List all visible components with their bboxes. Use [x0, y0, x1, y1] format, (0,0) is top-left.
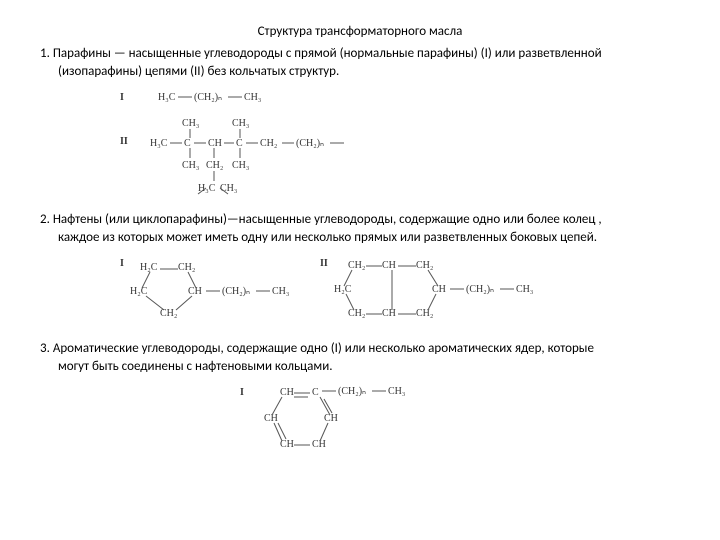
aromatic-svg: I CH C CH CH CH CH (CH₂)ₙ CH₃	[240, 381, 460, 461]
item-2: 2. Нафтены (или циклопарафины)—насыщенны…	[40, 211, 680, 246]
n-label-II: II	[320, 258, 328, 269]
b-ch2n: (CH₂)ₙ	[296, 138, 324, 149]
b-ch3-bb: CH₃	[220, 183, 237, 194]
b-ch2: CH₂	[260, 138, 277, 149]
a-ch-br: CH	[312, 439, 326, 450]
item-3-num: 3.	[40, 341, 50, 356]
lin-left: H₃C	[158, 92, 176, 103]
n2-e: CH	[382, 308, 396, 319]
a-c-tr: C	[312, 387, 319, 398]
n1-ch-r: CH	[188, 286, 202, 297]
n1-ch2-t: CH₂	[178, 262, 195, 273]
item-3-indent: могут быть соединены с нафтеновыми кольц…	[40, 358, 680, 376]
label-II: II	[120, 136, 128, 147]
lin-mid: (CH₂)ₙ	[194, 92, 222, 103]
item-1-indent: (изопарафины) цепями (II) без кольчатых …	[40, 63, 680, 81]
n-label-I: I	[120, 258, 124, 269]
naphthenes-svg: I H₂C CH₂ H₂C CH CH₂ (CH₂)ₙ CH₃ II CH₂ C…	[120, 252, 560, 330]
a-ch-l: CH	[264, 413, 278, 424]
page-title: Структура трансформаторного масла	[40, 24, 680, 39]
figure-aromatic: I CH C CH CH CH CH (CH₂)ₙ CH₃	[240, 381, 680, 461]
b-ch3-t2: CH₃	[232, 118, 249, 129]
label-I: I	[120, 92, 124, 103]
figure-naphthenes: I H₂C CH₂ H₂C CH CH₂ (CH₂)ₙ CH₃ II CH₂ C…	[120, 252, 680, 330]
n2-d: CH₂	[348, 308, 365, 319]
b-ch3-b1: CH₃	[182, 160, 199, 171]
b-ch3-t1: CH₃	[182, 118, 199, 129]
item-1: 1. Парафины — насыщенные углеводороды с …	[40, 45, 680, 80]
paraffins-svg: I H₃C (CH₂)ₙ CH₃ II CH₃ CH₃ H₃C C CH C C…	[120, 86, 440, 201]
item-2-num: 2.	[40, 212, 50, 227]
lin-right: CH₃	[244, 92, 261, 103]
a-ch-r: CH	[324, 413, 338, 424]
n2-b: CH	[382, 260, 396, 271]
n1-h2c-l: H₂C	[130, 286, 148, 297]
b-ch: CH	[208, 138, 222, 149]
n2-g: CH	[432, 284, 446, 295]
a-label-I: I	[240, 387, 244, 398]
a-ch-t: CH	[280, 387, 294, 398]
n1-ch2-b: CH₂	[160, 308, 177, 319]
n1-ch2n: (CH₂)ₙ	[222, 286, 250, 297]
n2-c: H₂C	[334, 284, 352, 295]
a-ch3: CH₃	[388, 386, 405, 397]
b-h3c: H₃C	[150, 138, 168, 149]
item-2-indent: каждое из которых может иметь одну или н…	[40, 229, 680, 247]
item-1-text: Парафины — насыщенные углеводороды с пря…	[53, 46, 602, 61]
figure-paraffins: I H₃C (CH₂)ₙ CH₃ II CH₃ CH₃ H₃C C CH C C…	[120, 86, 680, 201]
a-ch2n: (CH₂)ₙ	[338, 386, 366, 397]
n2-a: CH₂	[348, 260, 365, 271]
n1-h2c-t: H₂C	[140, 262, 158, 273]
n2-h: CH₂	[416, 308, 433, 319]
b-ch2-b: CH₂	[206, 160, 223, 171]
b-c1: C	[184, 138, 191, 149]
b-ch3-b2: CH₃	[232, 160, 249, 171]
item-2-text: Нафтены (или циклопарафины)—насыщенные у…	[53, 212, 602, 227]
n2-ch3: CH₃	[516, 284, 533, 295]
n1-ch3: CH₃	[272, 286, 289, 297]
item-3: 3. Ароматические углеводороды, содержащи…	[40, 340, 680, 375]
item-1-num: 1.	[40, 46, 50, 61]
b-c2: C	[236, 138, 243, 149]
item-3-text: Ароматические углеводороды, содержащие о…	[53, 341, 594, 356]
n2-f: CH₂	[416, 260, 433, 271]
n2-ch2n: (CH₂)ₙ	[466, 284, 494, 295]
